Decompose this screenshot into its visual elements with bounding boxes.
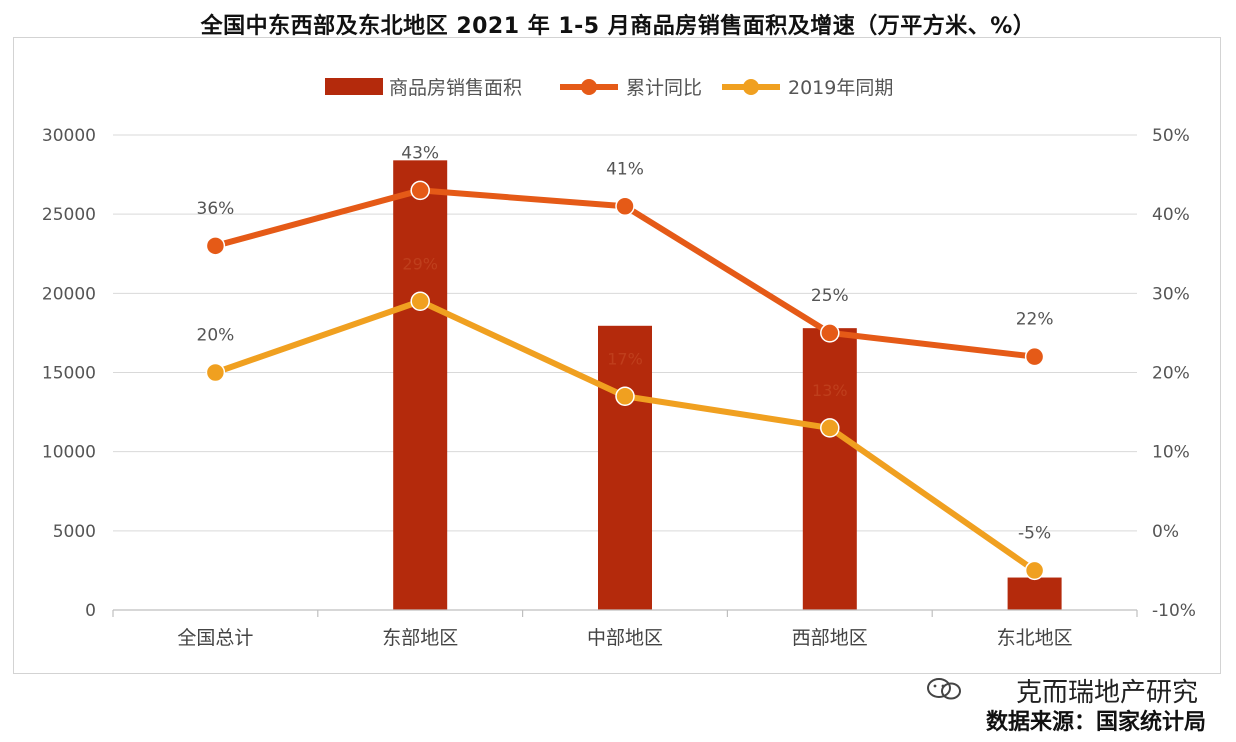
data-point (205, 236, 226, 256)
y-left-tick-label: 10000 (42, 443, 96, 463)
bar (598, 325, 652, 610)
category-label: 全国总计 (177, 627, 253, 649)
data-point (410, 291, 430, 311)
y-right-tick-label: 10% (1152, 443, 1190, 463)
legend-swatch-bar (325, 78, 383, 95)
y-right-tick-label: 0% (1152, 522, 1179, 542)
line-series: 36% 43% 41% 25% 22% 20% 29% 17% 13% -5% (197, 143, 1054, 581)
data-label: 36% (197, 199, 235, 219)
watermark-source: 克而瑞地产研究 (1015, 678, 1198, 708)
legend-marker (743, 79, 759, 95)
data-label: 13% (812, 381, 848, 400)
bar-series (393, 160, 1062, 611)
axes: 0 5000 10000 15000 20000 25000 30000 -10% 0% 10% 2… (42, 126, 1196, 649)
data-label: 22% (1016, 310, 1054, 330)
category-label: 西部地区 (792, 627, 868, 649)
y-right-tick-label: 50% (1152, 126, 1190, 146)
data-point (820, 323, 840, 343)
y-left-tick-label: 15000 (42, 364, 96, 384)
data-label: -5% (1018, 523, 1051, 543)
data-point (205, 362, 226, 383)
wechat-icon (927, 678, 961, 700)
category-label: 东北地区 (997, 627, 1073, 649)
data-point (820, 418, 840, 438)
data-label: 29% (402, 254, 438, 273)
legend-label: 累计同比 (626, 77, 702, 99)
chart-frame (13, 37, 1221, 674)
bar (802, 328, 857, 610)
y-right-tick-label: 30% (1152, 284, 1190, 304)
data-label: 17% (607, 349, 643, 368)
y-left-tick-label: 30000 (42, 126, 96, 146)
legend-marker (581, 79, 597, 95)
data-point (1024, 560, 1045, 581)
legend-label: 2019年同期 (788, 77, 893, 99)
bar (1007, 577, 1062, 610)
category-label: 中部地区 (587, 627, 663, 649)
data-label: 41% (606, 159, 644, 179)
y-left-tick-label: 0 (85, 601, 96, 621)
legend-label: 商品房销售面积 (389, 77, 522, 99)
bar (393, 160, 448, 611)
data-label: 25% (811, 286, 849, 306)
data-label: 43% (401, 143, 439, 163)
y-left-tick-label: 5000 (53, 522, 96, 542)
data-point (615, 386, 635, 406)
y-right-tick-label: -10% (1152, 601, 1196, 621)
y-right-tick-label: 40% (1152, 205, 1190, 225)
y-right-tick-label: 20% (1152, 364, 1190, 384)
data-point (410, 180, 430, 201)
watermark-data-source: 数据来源：国家统计局 (985, 710, 1206, 735)
data-point (615, 196, 635, 216)
data-point (1024, 346, 1045, 367)
y-left-tick-label: 25000 (42, 205, 96, 225)
category-label: 东部地区 (382, 627, 458, 649)
data-label: 20% (197, 326, 235, 346)
legend: 商品房销售面积 累计同比 2019年同期 (325, 77, 893, 99)
chart-title: 全国中东西部及东北地区 2021 年 1-5 月商品房销售面积及增速（万平方米、… (200, 14, 1036, 39)
y-left-tick-label: 20000 (42, 284, 96, 304)
